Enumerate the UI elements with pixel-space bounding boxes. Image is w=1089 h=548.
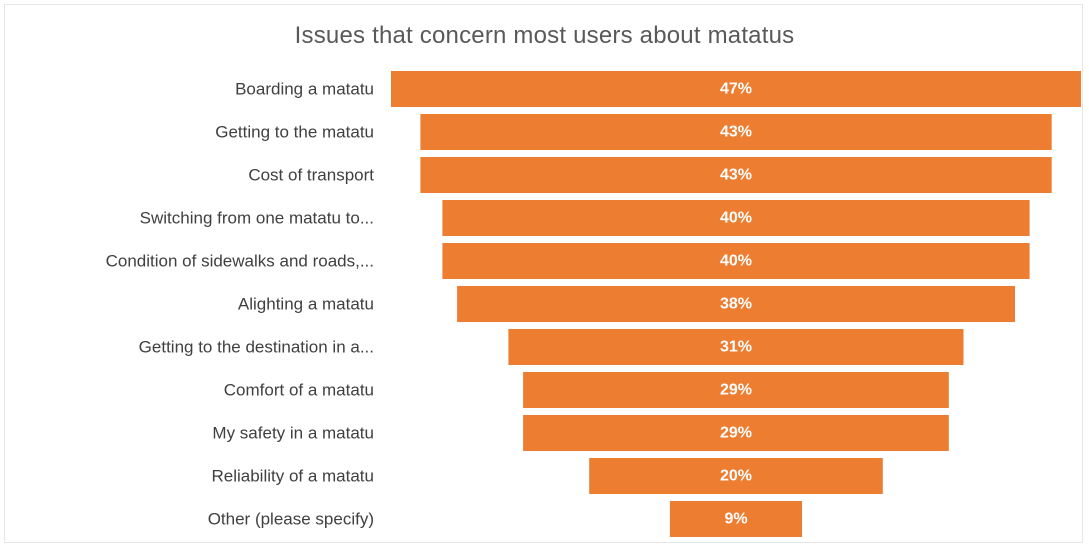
category-label-3: Cost of transport bbox=[248, 166, 374, 185]
category-labels: Boarding a matatu Getting to the matatu Co… bbox=[106, 80, 375, 529]
bar-3 bbox=[420, 157, 1052, 193]
bar-7 bbox=[508, 329, 964, 365]
value-label-3: 43% bbox=[720, 167, 752, 184]
bar-2 bbox=[420, 114, 1052, 150]
category-label-1: Boarding a matatu bbox=[235, 80, 374, 99]
value-label-6: 38% bbox=[720, 296, 752, 313]
value-label-2: 43% bbox=[720, 124, 752, 141]
bar-8 bbox=[523, 372, 949, 408]
value-label-4: 40% bbox=[720, 210, 752, 227]
bar-9 bbox=[523, 415, 949, 451]
value-label-10: 20% bbox=[720, 468, 752, 485]
bar-10 bbox=[589, 458, 883, 494]
value-label-7: 31% bbox=[720, 339, 752, 356]
category-label-11: Other (please specify) bbox=[208, 510, 374, 529]
value-label-9: 29% bbox=[720, 425, 752, 442]
category-label-9: My safety in a matatu bbox=[212, 424, 374, 443]
bar-11 bbox=[669, 501, 802, 537]
bar-4 bbox=[442, 200, 1030, 236]
value-labels: 47% 43% 43% 40% 40% 38% 31% 29% 29% 20% 9% bbox=[720, 81, 752, 528]
category-label-5: Condition of sidewalks and roads,... bbox=[106, 252, 374, 271]
value-label-5: 40% bbox=[720, 253, 752, 270]
value-label-11: 9% bbox=[724, 511, 747, 528]
category-label-7: Getting to the destination in a... bbox=[139, 338, 374, 357]
bar-1 bbox=[391, 71, 1081, 107]
value-label-8: 29% bbox=[720, 382, 752, 399]
chart-title: Issues that concern most users about mat… bbox=[294, 22, 795, 49]
bars-layer bbox=[391, 71, 1081, 537]
bar-6 bbox=[457, 286, 1016, 322]
category-label-6: Alighting a matatu bbox=[238, 295, 374, 314]
category-label-2: Getting to the matatu bbox=[215, 123, 374, 142]
category-label-4: Switching from one matatu to... bbox=[140, 209, 374, 228]
category-label-10: Reliability of a matatu bbox=[211, 467, 374, 486]
value-label-1: 47% bbox=[720, 81, 752, 98]
bar-5 bbox=[442, 243, 1030, 279]
category-label-8: Comfort of a matatu bbox=[224, 381, 374, 400]
